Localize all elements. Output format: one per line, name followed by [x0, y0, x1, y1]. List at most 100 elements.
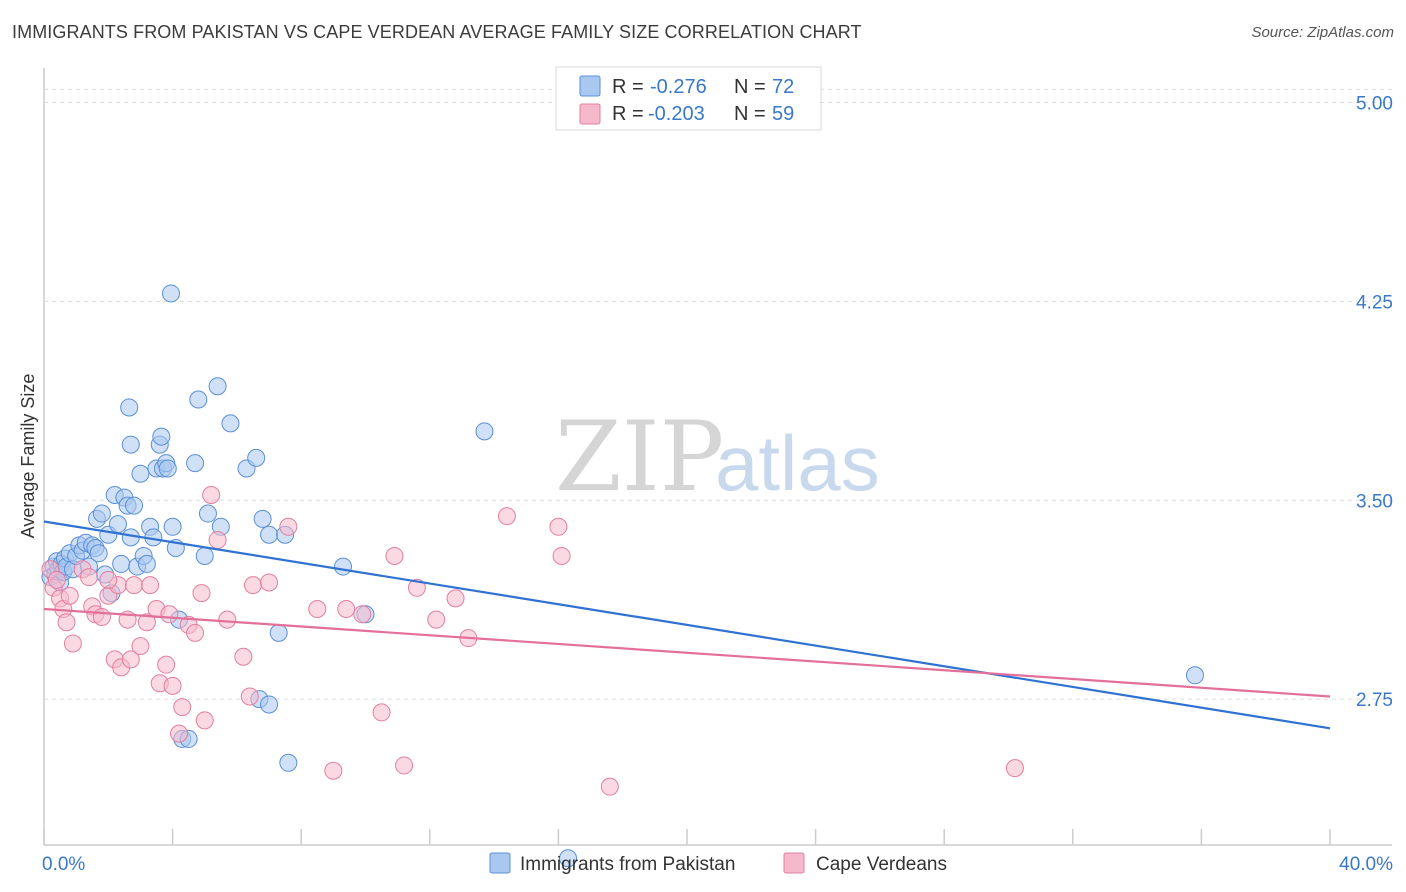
point-cape-verdean: [202, 485, 221, 504]
series-legend: Immigrants from Pakistan Cape Verdeans: [489, 852, 947, 875]
trend-lines: [43, 520, 1331, 730]
point-cape-verdean: [192, 584, 211, 603]
point-cape-verdean: [549, 517, 568, 536]
point-cape-verdean: [337, 599, 356, 618]
point-cape-verdean: [243, 576, 262, 595]
legend-swatch-cape-verdean: [579, 103, 601, 125]
y-tick-label: 2.75: [1356, 690, 1393, 711]
point-pakistan: [333, 557, 352, 576]
point-cape-verdean: [92, 607, 111, 626]
point-cape-verdean: [1005, 759, 1024, 778]
point-cape-verdean: [552, 546, 571, 565]
y-tick-label: 4.25: [1356, 292, 1393, 313]
point-cape-verdean: [125, 576, 144, 595]
point-cape-verdean: [121, 650, 140, 669]
point-cape-verdean: [324, 761, 343, 780]
point-pakistan: [152, 427, 171, 446]
point-pakistan: [131, 464, 150, 483]
point-cape-verdean: [208, 531, 227, 550]
point-pakistan: [189, 390, 208, 409]
point-cape-verdean: [170, 724, 189, 743]
point-cape-verdean: [163, 676, 182, 695]
trend-line-cape-verdean: [43, 607, 1331, 698]
chart-title: IMMIGRANTS FROM PAKISTAN VS CAPE VERDEAN…: [12, 22, 862, 42]
y-tick-label: 5.00: [1356, 94, 1393, 115]
point-pakistan: [112, 554, 131, 573]
point-cape-verdean: [353, 605, 372, 624]
point-pakistan: [186, 454, 205, 473]
point-cape-verdean: [63, 634, 82, 653]
point-pakistan: [208, 377, 227, 396]
point-cape-verdean: [173, 698, 192, 717]
point-pakistan: [92, 504, 111, 523]
point-pakistan: [269, 623, 288, 642]
point-pakistan: [89, 544, 108, 563]
point-cape-verdean: [260, 573, 279, 592]
legend-n-label: N =: [734, 76, 766, 98]
point-cape-verdean: [60, 586, 79, 605]
point-cape-verdean: [137, 613, 156, 632]
x-tick-label: 0.0%: [42, 854, 85, 875]
point-cape-verdean: [240, 687, 259, 706]
point-pakistan: [108, 515, 127, 534]
point-pakistan: [198, 504, 217, 523]
legend-swatch-cape-verdean: [783, 852, 805, 874]
legend-n-value: 59: [772, 103, 794, 125]
point-cape-verdean: [234, 647, 253, 666]
point-pakistan: [279, 753, 298, 772]
point-cape-verdean: [497, 507, 516, 526]
legend-n-label: N =: [734, 103, 766, 125]
point-pakistan: [120, 398, 139, 417]
legend-r-label: R =: [612, 76, 644, 98]
point-pakistan: [163, 517, 182, 536]
point-pakistan: [221, 414, 240, 433]
point-cape-verdean: [141, 576, 160, 595]
point-cape-verdean: [427, 610, 446, 629]
point-cape-verdean: [308, 599, 327, 618]
point-pakistan: [121, 435, 140, 454]
watermark-atlas: atlas: [715, 419, 880, 507]
point-cape-verdean: [160, 605, 179, 624]
point-pakistan: [260, 695, 279, 714]
point-pakistan: [161, 284, 180, 303]
point-pakistan: [475, 422, 494, 441]
x-tick-label: 40.0%: [1339, 854, 1393, 875]
legend-item-cape-verdean: Cape Verdeans: [816, 854, 947, 875]
point-pakistan: [1185, 666, 1204, 685]
point-cape-verdean: [279, 517, 298, 536]
y-tick-label: 3.50: [1356, 491, 1393, 512]
point-cape-verdean: [157, 655, 176, 674]
point-pakistan: [247, 448, 266, 467]
point-pakistan: [260, 525, 279, 544]
point-cape-verdean: [446, 589, 465, 608]
point-cape-verdean: [47, 570, 66, 589]
point-cape-verdean: [600, 777, 619, 796]
point-pakistan: [195, 546, 214, 565]
scatter-points: [41, 284, 1204, 868]
point-cape-verdean: [57, 613, 76, 632]
gridlines: [44, 88, 1392, 700]
y-axis-label: Average Family Size: [18, 374, 38, 539]
chart-source: Source: ZipAtlas.com: [1251, 24, 1394, 41]
legend-r-value: -0.276: [650, 76, 707, 98]
legend-swatch-pakistan: [489, 852, 511, 874]
point-cape-verdean: [186, 623, 205, 642]
point-cape-verdean: [131, 637, 150, 656]
point-pakistan: [253, 509, 272, 528]
point-cape-verdean: [80, 568, 99, 587]
tick-labels: 2.75 3.50 4.25 5.00 0.0% 40.0%: [42, 94, 1393, 875]
legend-swatch-pakistan: [579, 75, 601, 97]
stats-legend: R = -0.276 N = 72 R = -0.203 N = 59: [555, 66, 822, 131]
legend-r-value: -0.203: [648, 103, 705, 125]
point-cape-verdean: [195, 711, 214, 730]
point-pakistan: [137, 554, 156, 573]
point-cape-verdean: [372, 703, 391, 722]
legend-item-pakistan: Immigrants from Pakistan: [520, 854, 735, 875]
point-cape-verdean: [395, 756, 414, 775]
point-cape-verdean: [407, 578, 426, 597]
watermark-zip: ZIP: [555, 401, 724, 513]
point-cape-verdean: [99, 570, 118, 589]
trend-line-pakistan: [43, 520, 1331, 730]
point-cape-verdean: [218, 610, 237, 629]
